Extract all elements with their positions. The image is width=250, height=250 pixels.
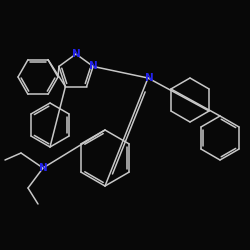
Text: N: N <box>38 163 48 173</box>
Text: N: N <box>89 62 98 72</box>
Text: N: N <box>144 73 154 83</box>
Text: N: N <box>72 49 80 59</box>
